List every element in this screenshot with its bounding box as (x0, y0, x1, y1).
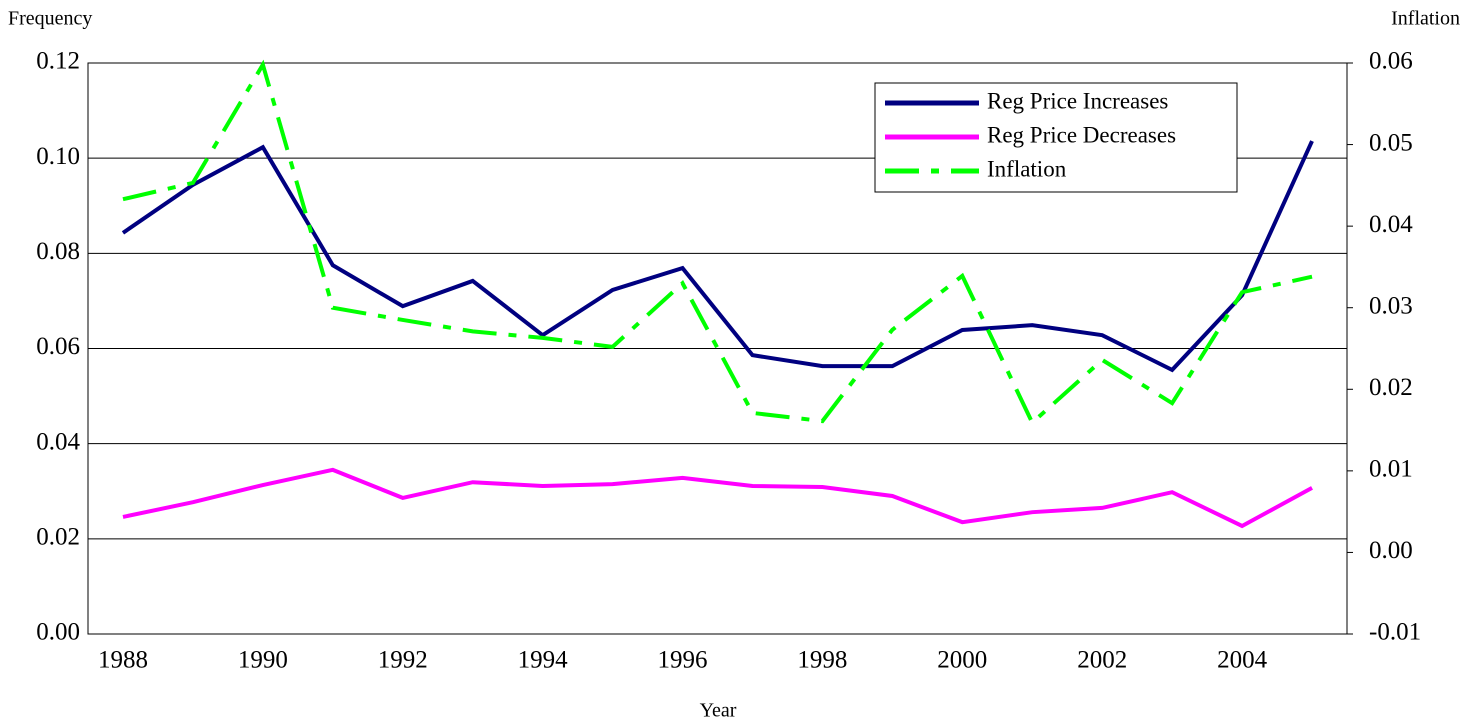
y2-tick-label: 0.05 (1369, 129, 1413, 156)
legend-label: Reg Price Decreases (987, 122, 1176, 147)
y2-tick-label: -0.01 (1369, 619, 1421, 646)
series-line (122, 467, 1313, 529)
y2-tick-label: 0.06 (1369, 48, 1413, 75)
y-tick-label: 0.00 (36, 619, 80, 646)
y2-tick-label: 0.00 (1369, 537, 1413, 564)
y2-tick-label: 0.04 (1369, 211, 1413, 238)
x-tick-label: 1992 (378, 647, 428, 674)
y2-tick-label: 0.02 (1369, 374, 1413, 401)
x-tick-label: 1990 (238, 647, 288, 674)
x-tick-label: 1988 (98, 647, 148, 674)
y-tick-label: 0.10 (36, 143, 80, 170)
y-axis-title: Frequency (8, 8, 92, 30)
y-tick-label: 0.06 (36, 333, 80, 360)
x-axis-title: Year (700, 700, 737, 722)
x-tick-label: 1996 (658, 647, 708, 674)
x-tick-label: 1994 (518, 647, 569, 674)
y-tick-label: 0.12 (36, 48, 80, 75)
y2-tick-label: 0.03 (1369, 292, 1413, 319)
y-tick-label: 0.08 (36, 238, 80, 265)
y2-axis-title: Inflation (1391, 8, 1460, 30)
legend-label: Inflation (987, 156, 1067, 181)
series-line (122, 59, 1313, 427)
y2-tick-label: 0.01 (1369, 456, 1413, 483)
plot-frame (87, 62, 1348, 635)
x-tick-label: 2000 (937, 647, 987, 674)
y-tick-label: 0.04 (36, 428, 80, 455)
y-tick-label: 0.02 (36, 524, 80, 551)
x-tick-label: 2002 (1077, 647, 1127, 674)
series-line (121, 140, 1314, 373)
legend-label: Reg Price Increases (987, 88, 1168, 113)
x-tick-label: 1998 (797, 647, 847, 674)
x-tick-label: 2004 (1217, 647, 1268, 674)
